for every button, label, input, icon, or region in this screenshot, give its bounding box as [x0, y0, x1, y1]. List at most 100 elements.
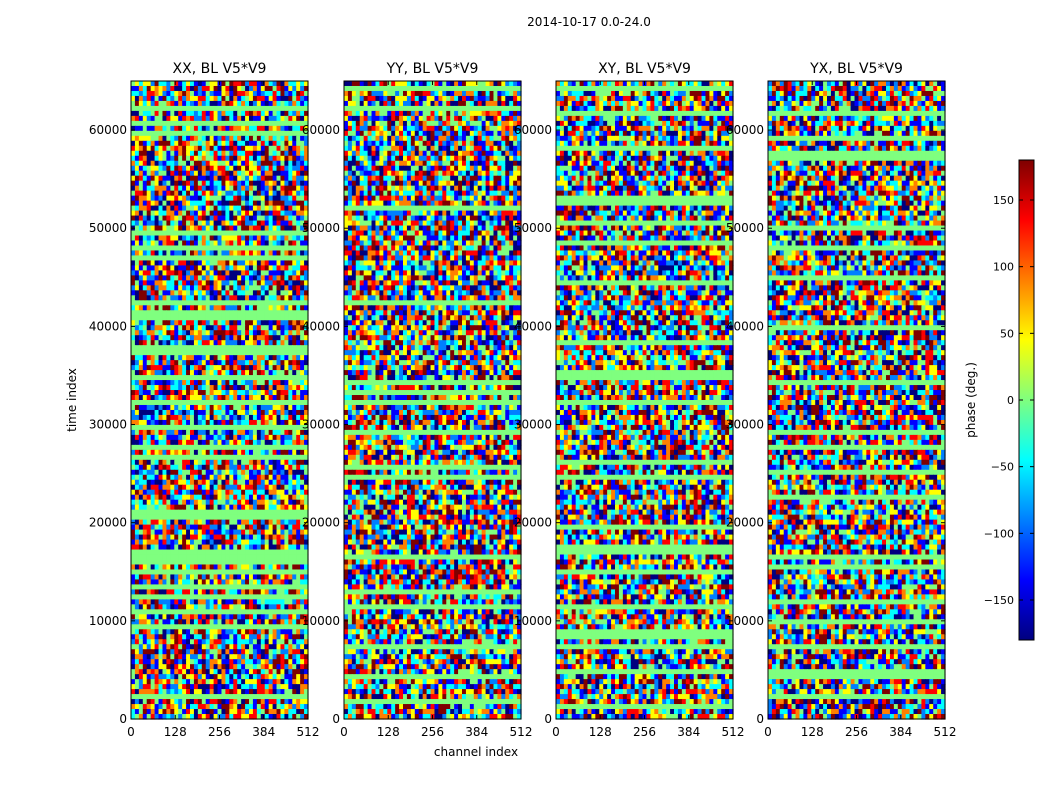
- heatmap-cell: [147, 400, 152, 406]
- heatmap-cell: [296, 505, 301, 511]
- heatmap-cell: [155, 146, 160, 152]
- heatmap-cell: [273, 310, 278, 316]
- heatmap-cell: [131, 619, 136, 625]
- heatmap-cell: [221, 166, 226, 172]
- heatmap-cell: [159, 604, 164, 610]
- heatmap-cell: [257, 260, 262, 266]
- heatmap-cell: [265, 171, 270, 177]
- heatmap-cell: [280, 485, 285, 491]
- heatmap-cell: [253, 525, 258, 531]
- heatmap-cell: [182, 131, 187, 137]
- heatmap-cell: [284, 520, 289, 526]
- heatmap-cell: [233, 211, 238, 217]
- heatmap-cell: [162, 604, 167, 610]
- heatmap-cell: [174, 460, 179, 466]
- heatmap-cell: [292, 430, 297, 436]
- heatmap-cell: [186, 206, 191, 212]
- heatmap-cell: [178, 320, 183, 326]
- heatmap-cell: [265, 500, 270, 506]
- heatmap-cell: [139, 420, 144, 426]
- heatmap-cell: [280, 91, 285, 97]
- heatmap-cell: [296, 609, 301, 615]
- heatmap-cell: [233, 435, 238, 441]
- heatmap-cell: [206, 360, 211, 366]
- heatmap-cell: [269, 525, 274, 531]
- heatmap-cell: [237, 151, 242, 157]
- heatmap-cell: [159, 574, 164, 580]
- heatmap-cell: [237, 545, 242, 551]
- heatmap-cell: [210, 510, 215, 516]
- heatmap-cell: [249, 206, 254, 212]
- heatmap-cell: [241, 490, 246, 496]
- heatmap-cell: [241, 415, 246, 421]
- heatmap-cell: [284, 530, 289, 536]
- heatmap-cell: [131, 335, 136, 341]
- heatmap-cell: [261, 460, 266, 466]
- heatmap-cell: [131, 455, 136, 461]
- heatmap-cell: [178, 96, 183, 102]
- heatmap-cell: [202, 171, 207, 177]
- heatmap-cell: [210, 166, 215, 172]
- heatmap-cell: [284, 161, 289, 167]
- heatmap-cell: [206, 520, 211, 526]
- heatmap-cell: [225, 410, 230, 416]
- heatmap-cell: [221, 455, 226, 461]
- heatmap-cell: [257, 161, 262, 167]
- heatmap-cell: [269, 574, 274, 580]
- heatmap-cell: [233, 330, 238, 336]
- heatmap-cell: [265, 141, 270, 147]
- heatmap-cell: [221, 330, 226, 336]
- heatmap-cell: [210, 206, 215, 212]
- heatmap-cell: [182, 201, 187, 207]
- heatmap-cell: [265, 221, 270, 227]
- heatmap-cell: [296, 146, 301, 152]
- heatmap-cell: [198, 564, 203, 570]
- heatmap-cell: [202, 574, 207, 580]
- heatmap-cell: [277, 250, 282, 256]
- heatmap-cell: [273, 609, 278, 615]
- heatmap-cell: [155, 206, 160, 212]
- heatmap-cell: [292, 241, 297, 247]
- heatmap-cell: [159, 345, 164, 351]
- heatmap-cell: [253, 106, 258, 112]
- heatmap-cell: [147, 81, 152, 87]
- heatmap-cell: [273, 196, 278, 202]
- heatmap-cell: [147, 211, 152, 217]
- heatmap-cell: [186, 146, 191, 152]
- heatmap-cell: [139, 231, 144, 237]
- heatmap-cell: [225, 166, 230, 172]
- heatmap-cell: [170, 490, 175, 496]
- heatmap-cell: [269, 520, 274, 526]
- heatmap-cell: [166, 196, 171, 202]
- heatmap-cell: [159, 151, 164, 157]
- heatmap-cell: [284, 300, 289, 306]
- heatmap-cell: [292, 579, 297, 585]
- heatmap-cell: [170, 455, 175, 461]
- heatmap-cell: [135, 176, 140, 182]
- heatmap-cell: [131, 614, 136, 620]
- heatmap-cell: [131, 609, 136, 615]
- heatmap-cell: [249, 589, 254, 595]
- heatmap-cell: [241, 500, 246, 506]
- heatmap-cell: [194, 589, 199, 595]
- heatmap-cell: [143, 221, 148, 227]
- heatmap-cell: [159, 465, 164, 471]
- heatmap-cell: [265, 231, 270, 237]
- heatmap-cell: [147, 231, 152, 237]
- heatmap-cell: [143, 126, 148, 132]
- heatmap-cell: [186, 161, 191, 167]
- heatmap-cell: [174, 425, 179, 431]
- heatmap-cell: [241, 216, 246, 222]
- heatmap-cell: [280, 350, 285, 356]
- heatmap-cell: [288, 555, 293, 561]
- heatmap-cell: [218, 260, 223, 266]
- heatmap-cell: [139, 176, 144, 182]
- heatmap-cell: [194, 156, 199, 162]
- heatmap-cell: [257, 619, 262, 625]
- heatmap-cell: [269, 599, 274, 605]
- heatmap-cell: [225, 295, 230, 301]
- heatmap-cell: [229, 584, 234, 590]
- heatmap-cell: [135, 445, 140, 451]
- heatmap-cell: [206, 310, 211, 316]
- heatmap-cell: [186, 614, 191, 620]
